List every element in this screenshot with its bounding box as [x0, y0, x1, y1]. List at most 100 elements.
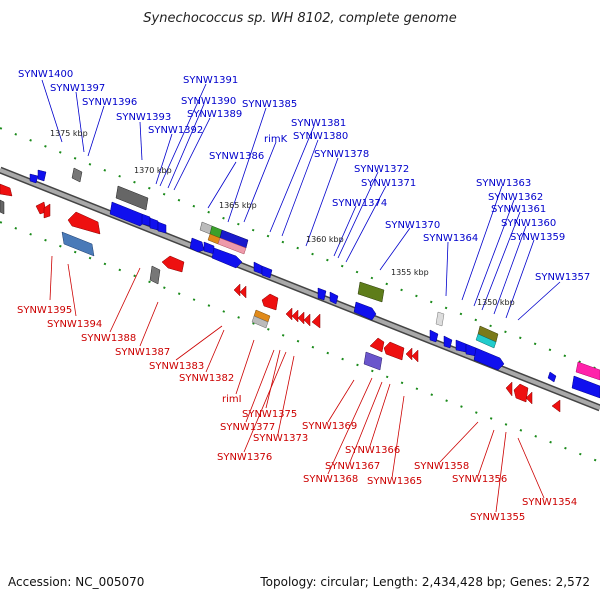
forward-genes — [29, 169, 600, 399]
gene-label: SYNW1390 — [181, 96, 236, 107]
gene-label: SYNW1385 — [242, 99, 297, 110]
gene-feature — [157, 221, 167, 234]
gene-feature — [261, 293, 279, 311]
gene-label: SYNW1391 — [183, 75, 238, 86]
forward-label-leaders — [41, 79, 561, 321]
gene-feature — [411, 349, 419, 363]
gene-label: SYNW1392 — [148, 125, 203, 136]
gene-feature — [261, 265, 273, 279]
gene-feature — [161, 255, 185, 273]
gene-label: SYNW1361 — [491, 204, 546, 215]
gene-label: SYNW1378 — [314, 149, 369, 160]
gene-feature — [0, 183, 13, 197]
reverse-colored-features — [0, 199, 383, 371]
gene-label: SYNW1395 — [17, 305, 72, 316]
gene-label: SYNW1363 — [476, 178, 531, 189]
gene-label: SYNW1382 — [179, 373, 234, 384]
gene-label: SYNW1396 — [82, 97, 137, 108]
gene-feature — [443, 335, 453, 349]
gene-feature — [71, 167, 83, 183]
accession-text: Accession: NC_005070 — [8, 575, 144, 589]
gene-label: SYNW1381 — [291, 118, 346, 129]
gene-feature — [311, 313, 321, 329]
gene-label: SYNW1387 — [115, 347, 170, 358]
gene-label: SYNW1366 — [345, 445, 400, 456]
gene-feature — [217, 237, 247, 255]
gene-label: SYNW1389 — [187, 109, 242, 120]
scale-label: 1365 kbp — [219, 201, 257, 210]
gene-label: SYNW1371 — [361, 178, 416, 189]
gene-feature — [357, 281, 385, 303]
gene-feature — [29, 173, 39, 184]
gene-feature — [61, 231, 95, 257]
gene-feature — [429, 329, 439, 343]
gene-label: SYNW1397 — [50, 83, 105, 94]
gene-label: SYNW1374 — [332, 198, 387, 209]
gene-feature — [303, 313, 311, 327]
gene-label: SYNW1393 — [116, 112, 171, 123]
map-title: Synechococcus sp. WH 8102, complete geno… — [143, 11, 456, 26]
genome-summary-text: Topology: circular; Length: 2,434,428 bp… — [259, 575, 590, 589]
gene-label: SYNW1369 — [302, 421, 357, 432]
gene-feature — [329, 291, 339, 305]
gene-feature — [505, 381, 513, 397]
gene-feature — [141, 213, 151, 227]
gene-feature — [317, 287, 327, 301]
gene-label: SYNW1400 — [18, 69, 73, 80]
gene-label: SYNW1365 — [367, 476, 422, 487]
gene-label: SYNW1357 — [535, 272, 590, 283]
forward-gene-labels: SYNW1400 SYNW1397 SYNW1396 SYNW1393 SYNW… — [18, 69, 590, 283]
gene-feature — [551, 399, 561, 413]
gene-feature — [473, 347, 505, 371]
gene-label: SYNW1354 — [522, 497, 577, 508]
scale-label: 1360 kbp — [306, 235, 344, 244]
gene-feature — [571, 375, 600, 399]
gene-feature — [0, 199, 5, 215]
gene-label: SYNW1373 — [253, 433, 308, 444]
gene-label: SYNW1367 — [325, 461, 380, 472]
gene-feature — [251, 315, 269, 329]
gene-feature — [291, 309, 299, 323]
gene-feature — [353, 301, 377, 321]
reverse-genes — [0, 183, 561, 413]
gene-label: SYNW1372 — [354, 164, 409, 175]
gene-label: SYNW1394 — [47, 319, 102, 330]
gene-label: SYNW1358 — [414, 461, 469, 472]
gene-feature — [363, 351, 383, 371]
gene-label: SYNW1377 — [220, 422, 275, 433]
gene-label: SYNW1376 — [217, 452, 272, 463]
gene-feature — [525, 391, 533, 405]
gene-label: SYNW1359 — [510, 232, 565, 243]
gene-feature — [547, 371, 557, 383]
gene-feature — [475, 333, 497, 349]
reverse-label-leaders — [49, 255, 545, 513]
gene-label: SYNW1375 — [242, 409, 297, 420]
gene-feature — [149, 265, 161, 285]
gene-label: SYNW1388 — [81, 333, 136, 344]
gene-feature — [465, 343, 477, 357]
gene-feature — [455, 339, 467, 353]
scale-label: 1375 kbp — [50, 129, 88, 138]
scale-label: 1350 kbp — [477, 298, 515, 307]
gene-label: SYNW1364 — [423, 233, 478, 244]
gene-label: SYNW1360 — [501, 218, 556, 229]
gene-feature — [37, 169, 47, 182]
gene-feature — [149, 217, 159, 231]
gene-label: SYNW1355 — [470, 512, 525, 523]
gene-feature — [369, 337, 385, 353]
scale-labels: 1375 kbp 1370 kbp 1365 kbp 1360 kbp 1355… — [50, 129, 515, 307]
gene-label: SYNW1370 — [385, 220, 440, 231]
gene-feature — [297, 311, 305, 325]
gene-feature — [435, 311, 445, 327]
gene-feature — [575, 361, 600, 381]
gene-label: SYNW1383 — [149, 361, 204, 372]
gene-feature — [405, 347, 413, 361]
scale-label: 1370 kbp — [134, 166, 172, 175]
gene-feature — [115, 185, 149, 211]
gene-feature — [383, 341, 405, 361]
gene-label: SYNW1386 — [209, 151, 264, 162]
gene-label: SYNW1362 — [488, 192, 543, 203]
gene-label: rimI — [222, 394, 242, 405]
